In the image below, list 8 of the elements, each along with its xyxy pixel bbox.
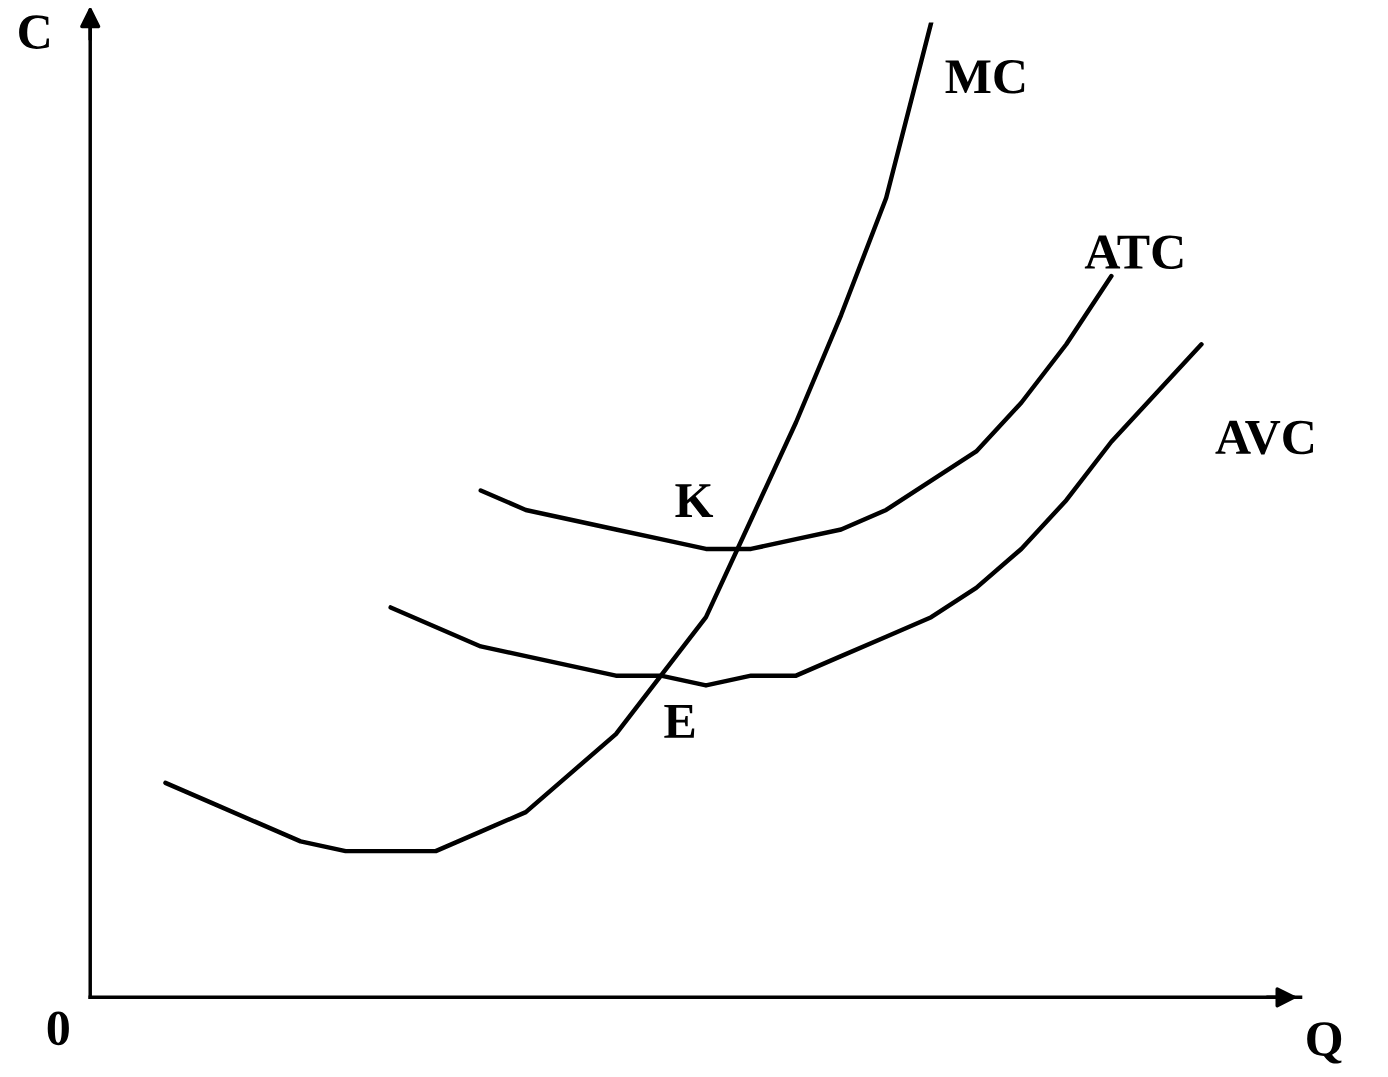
series-label: MC [945,60,1025,94]
annotation: K [675,484,714,517]
annotation: E [664,705,695,738]
y-axis-title: C [19,15,49,49]
text: 0 [47,1011,69,1046]
series-label: AVC [1215,420,1314,455]
x-axis-title: Q [1307,1022,1342,1064]
series-label: ATC [1084,235,1183,270]
